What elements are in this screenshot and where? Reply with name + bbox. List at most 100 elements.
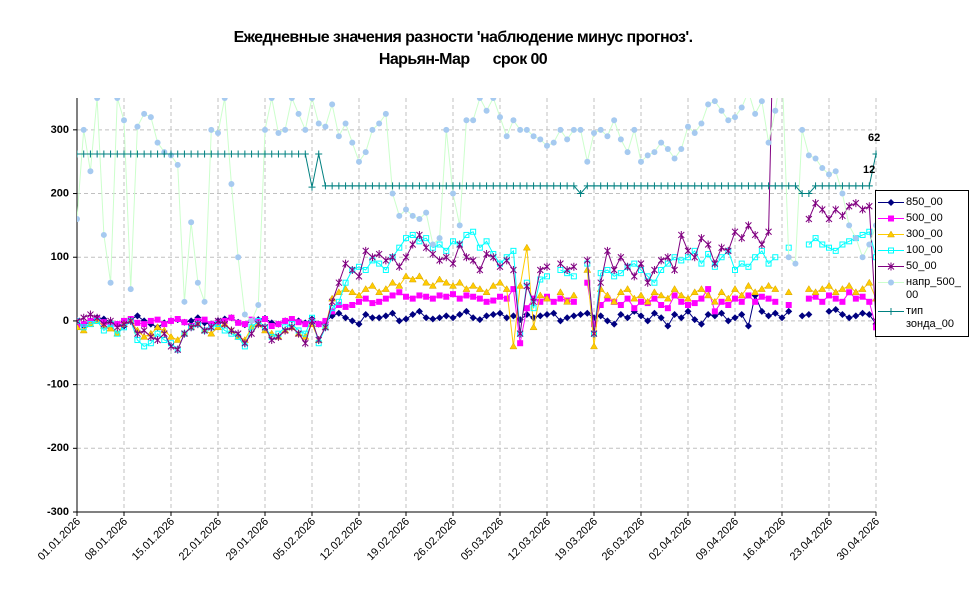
marker bbox=[288, 150, 296, 158]
marker bbox=[670, 285, 679, 292]
marker bbox=[704, 240, 712, 249]
marker bbox=[403, 206, 409, 213]
marker bbox=[409, 295, 416, 302]
marker bbox=[583, 256, 591, 265]
marker bbox=[322, 123, 329, 130]
marker bbox=[644, 278, 652, 287]
marker bbox=[510, 265, 517, 274]
marker bbox=[630, 294, 639, 302]
marker bbox=[557, 126, 564, 133]
marker bbox=[865, 311, 873, 319]
marker bbox=[725, 117, 732, 124]
marker bbox=[348, 265, 356, 274]
marker bbox=[887, 308, 895, 315]
marker bbox=[153, 323, 162, 331]
marker bbox=[409, 311, 417, 319]
marker bbox=[355, 291, 363, 299]
marker bbox=[710, 297, 719, 305]
marker bbox=[134, 319, 141, 326]
marker bbox=[348, 288, 357, 296]
marker bbox=[537, 298, 544, 305]
marker bbox=[381, 285, 390, 292]
marker bbox=[563, 297, 572, 305]
marker bbox=[86, 150, 94, 158]
legend-icon bbox=[878, 215, 904, 222]
marker bbox=[852, 235, 859, 242]
marker bbox=[637, 291, 645, 299]
marker bbox=[685, 302, 691, 308]
marker bbox=[409, 231, 416, 238]
marker bbox=[845, 182, 853, 190]
marker bbox=[678, 145, 685, 152]
marker bbox=[704, 182, 712, 190]
marker bbox=[859, 309, 867, 317]
x-tick-label: 19.03.2026 bbox=[553, 516, 600, 563]
marker bbox=[368, 281, 377, 289]
marker bbox=[214, 150, 222, 158]
marker bbox=[839, 241, 846, 248]
marker bbox=[215, 130, 221, 137]
marker bbox=[470, 117, 477, 124]
marker bbox=[462, 307, 470, 315]
y-tick-label: -200 bbox=[47, 442, 69, 454]
marker bbox=[616, 288, 625, 296]
marker bbox=[409, 240, 417, 249]
marker bbox=[80, 126, 87, 133]
marker bbox=[201, 316, 208, 323]
marker bbox=[100, 150, 108, 158]
marker bbox=[650, 288, 659, 296]
marker bbox=[664, 305, 671, 312]
marker bbox=[228, 180, 235, 187]
marker bbox=[77, 323, 81, 331]
marker bbox=[597, 312, 605, 320]
marker bbox=[322, 323, 329, 332]
marker bbox=[396, 289, 403, 296]
marker bbox=[812, 293, 819, 300]
marker bbox=[611, 117, 618, 124]
marker bbox=[77, 317, 80, 324]
marker bbox=[638, 158, 644, 165]
marker bbox=[818, 285, 827, 292]
marker bbox=[671, 292, 678, 299]
marker bbox=[106, 324, 115, 332]
marker bbox=[711, 308, 718, 315]
marker bbox=[590, 342, 598, 350]
marker bbox=[355, 320, 363, 328]
marker bbox=[536, 291, 545, 299]
marker bbox=[107, 150, 115, 158]
x-tick-label: 26.02.2026 bbox=[412, 516, 459, 563]
marker bbox=[476, 265, 484, 274]
marker bbox=[93, 150, 101, 158]
marker bbox=[368, 314, 376, 322]
marker bbox=[167, 150, 175, 158]
marker bbox=[725, 302, 732, 308]
y-tick-label: 200 bbox=[51, 187, 69, 199]
marker bbox=[335, 133, 342, 140]
marker bbox=[765, 295, 772, 302]
marker bbox=[550, 139, 557, 146]
y-tick-label: 100 bbox=[51, 251, 69, 263]
marker bbox=[362, 266, 369, 273]
x-tick-label: 22.01.2026 bbox=[177, 516, 224, 563]
marker bbox=[630, 182, 638, 190]
marker bbox=[522, 243, 531, 251]
marker bbox=[362, 311, 370, 319]
marker bbox=[785, 302, 792, 308]
marker bbox=[705, 251, 712, 258]
marker bbox=[416, 292, 423, 299]
marker bbox=[838, 182, 846, 190]
marker bbox=[852, 199, 860, 208]
marker bbox=[745, 263, 752, 270]
marker bbox=[302, 321, 309, 328]
legend-icon bbox=[878, 247, 904, 254]
marker bbox=[724, 246, 732, 255]
marker bbox=[678, 298, 685, 305]
marker bbox=[888, 215, 894, 222]
marker bbox=[275, 130, 282, 137]
marker bbox=[510, 117, 517, 124]
marker bbox=[563, 314, 571, 322]
marker bbox=[804, 285, 813, 292]
marker bbox=[603, 182, 611, 190]
marker bbox=[463, 253, 470, 262]
marker bbox=[274, 150, 282, 158]
